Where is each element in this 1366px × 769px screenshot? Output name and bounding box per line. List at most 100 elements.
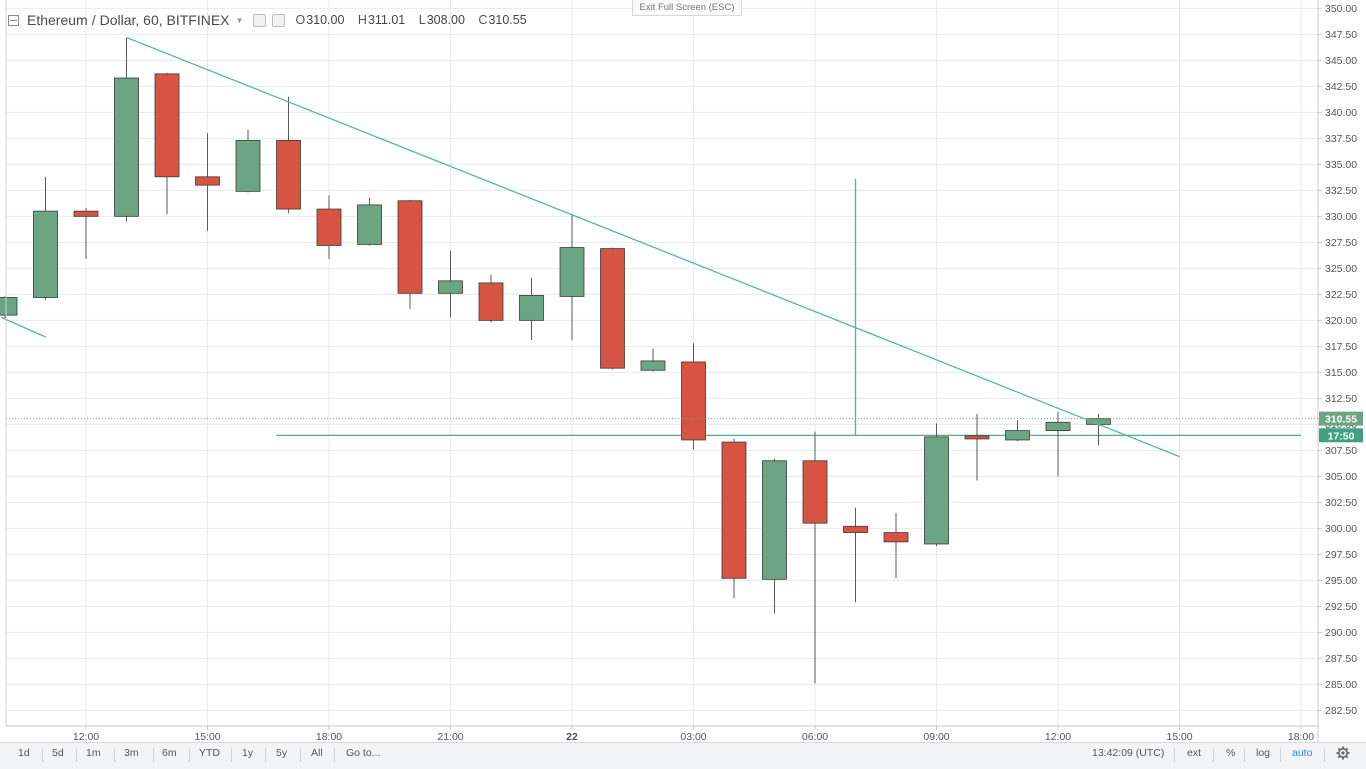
- candle[interactable]: [640, 348, 666, 372]
- range-5d[interactable]: 5d: [52, 747, 64, 759]
- range-ytd[interactable]: YTD: [199, 747, 220, 759]
- candle[interactable]: [559, 214, 585, 341]
- price-tick-label: 292.50: [1325, 601, 1357, 613]
- candle[interactable]: [883, 512, 909, 579]
- last-price-badge-bg: [1319, 411, 1363, 426]
- price-tick-label: 307.50: [1325, 445, 1357, 457]
- candle[interactable]: [843, 507, 868, 603]
- candle[interactable]: [438, 250, 463, 318]
- range-all[interactable]: All: [311, 747, 323, 759]
- candle[interactable]: [316, 195, 342, 259]
- symbol-separator: /: [91, 12, 96, 28]
- caret-down-icon[interactable]: ▼: [235, 15, 244, 25]
- candle-body: [73, 210, 99, 217]
- candle[interactable]: [519, 277, 544, 341]
- time-tick-label: 09:00: [923, 731, 949, 742]
- candle[interactable]: [114, 37, 139, 222]
- candle[interactable]: [1045, 411, 1071, 477]
- candle-body: [843, 525, 868, 533]
- time-tick-label: 06:00: [802, 731, 828, 742]
- candle-body: [154, 73, 180, 178]
- candle-body: [802, 460, 828, 524]
- candle-body: [681, 361, 706, 441]
- candle[interactable]: [924, 423, 949, 547]
- candle-body: [235, 140, 261, 192]
- percent-toggle[interactable]: %: [1226, 747, 1236, 759]
- last-price-badge-label: 310.55: [1325, 414, 1357, 426]
- toolbar-divider: [300, 748, 301, 762]
- trendline-layer[interactable]: [0, 36, 1180, 458]
- ext-toggle[interactable]: ext: [1187, 747, 1202, 759]
- range-6m[interactable]: 6m: [162, 747, 177, 759]
- range-3m[interactable]: 3m: [124, 747, 139, 759]
- candle[interactable]: [235, 130, 261, 193]
- candle-body: [276, 140, 301, 210]
- candle[interactable]: [681, 343, 706, 450]
- candle-body: [964, 435, 990, 440]
- toolbar-divider: [1213, 748, 1214, 762]
- countdown-badge-bg: [1319, 428, 1363, 443]
- candle-body: [924, 436, 949, 545]
- candle[interactable]: [276, 96, 301, 214]
- candle[interactable]: [195, 133, 220, 231]
- candle[interactable]: [357, 197, 382, 246]
- candle[interactable]: [600, 247, 625, 370]
- range-1y[interactable]: 1y: [242, 747, 254, 759]
- toolbar-divider: [42, 748, 43, 762]
- range-1d[interactable]: 1d: [18, 747, 30, 759]
- candle[interactable]: [478, 274, 504, 323]
- candle-body: [721, 441, 747, 579]
- time-tick-label: 21:00: [437, 731, 463, 742]
- trendline[interactable]: [0, 316, 46, 338]
- bottom-toolbar: 1d 5d 1m 3m 6m YTD 1y 5y All Go to... 13…: [0, 742, 1366, 769]
- symbol-legend: Ethereum / Dollar, 60, BITFINEX ▼ O310.0…: [8, 12, 537, 28]
- eye-icon[interactable]: [253, 13, 267, 27]
- log-toggle[interactable]: log: [1256, 747, 1271, 759]
- candle[interactable]: [802, 431, 828, 684]
- candlestick-chart[interactable]: 282.50 285.00 287.50 290.00 292.50 295.00 297.…: [0, 0, 1366, 742]
- price-tick-label: 317.50: [1325, 341, 1357, 353]
- toolbar-divider: [1324, 748, 1325, 762]
- price-tick-label: 325.00: [1325, 263, 1357, 275]
- price-tick-label: 340.00: [1325, 107, 1357, 119]
- price-tick-label: 332.50: [1325, 185, 1357, 197]
- collapse-icon[interactable]: [8, 14, 19, 26]
- candle-body: [559, 247, 585, 297]
- candles-layer[interactable]: [0, 37, 1111, 684]
- candle-body: [438, 280, 463, 294]
- candle-body: [397, 200, 423, 294]
- candle[interactable]: [1005, 420, 1030, 442]
- gear-icon[interactable]: [1336, 746, 1350, 760]
- range-5y[interactable]: 5y: [276, 747, 288, 759]
- time-axis[interactable]: 12:00 15:00 18:00 21:00 22 03:00 06:00 09:00 12:…: [73, 726, 1314, 742]
- price-tick-label: 327.50: [1325, 237, 1357, 249]
- price-tick-label: 335.00: [1325, 159, 1357, 171]
- candle-body: [1005, 430, 1030, 441]
- exit-fullscreen-button[interactable]: Exit Full Screen (ESC): [632, 0, 742, 16]
- candle-body: [357, 204, 382, 245]
- candle[interactable]: [73, 208, 99, 259]
- utc-clock[interactable]: 13:42:09 (UTC): [1092, 747, 1165, 759]
- candle[interactable]: [33, 176, 58, 300]
- candle[interactable]: [762, 458, 787, 614]
- candle[interactable]: [397, 199, 423, 309]
- candle-body: [600, 248, 625, 369]
- countdown-badge: 17:50: [1319, 428, 1363, 443]
- candle[interactable]: [964, 413, 990, 481]
- price-tick-label: 347.50: [1325, 29, 1357, 41]
- candle-body: [195, 176, 220, 186]
- range-1m[interactable]: 1m: [86, 747, 101, 759]
- price-tick-label: 345.00: [1325, 55, 1357, 67]
- price-tick-label: 342.50: [1325, 81, 1357, 93]
- auto-scale-toggle[interactable]: auto: [1292, 747, 1313, 759]
- candle[interactable]: [0, 296, 18, 319]
- symbol-name[interactable]: Ethereum: [27, 12, 88, 28]
- symbol-details[interactable]: Dollar, 60, BITFINEX: [99, 12, 230, 28]
- settings-small-icon[interactable]: [272, 13, 286, 27]
- candle-body: [114, 77, 139, 217]
- candle[interactable]: [721, 438, 747, 599]
- price-axis[interactable]: 282.50 285.00 287.50 290.00 292.50 295.00 297.…: [1318, 3, 1357, 717]
- trendline[interactable]: [126, 36, 1180, 458]
- candle[interactable]: [154, 72, 180, 215]
- goto-button[interactable]: Go to...: [346, 747, 381, 759]
